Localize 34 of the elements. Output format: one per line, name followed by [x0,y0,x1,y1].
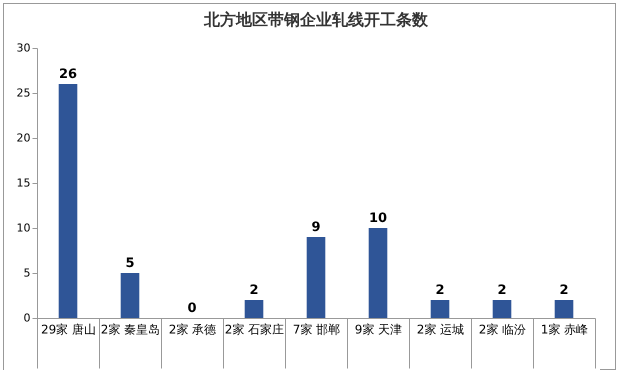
bar [120,273,140,318]
x-tick-label: 2家 秦皇岛 [100,322,160,336]
data-label: 0 [187,301,197,316]
y-tick-label: 5 [24,266,30,280]
x-tick-label: 2家 承德 [168,322,216,336]
data-label: 5 [125,256,135,271]
y-tick-label: 10 [16,222,30,234]
y-tick-label: 15 [16,176,30,190]
x-tick-label: 2家 临汾 [478,322,526,336]
bar [492,300,512,318]
x-tick-label: 2家 石家庄 [224,322,284,336]
data-label: 10 [368,211,388,226]
bar [430,300,450,318]
x-tick-label: 1家 赤峰 [540,322,588,336]
bar [368,228,388,318]
y-tick-label: 0 [24,312,30,324]
chart-title: 北方地区带钢企业轧线开工条数 [203,10,429,29]
data-label: 2 [497,283,507,298]
bar [554,300,574,318]
data-label: 9 [311,220,321,235]
bar [58,84,78,318]
y-tick-label: 25 [16,86,30,100]
x-tick-label: 2家 运城 [416,322,464,336]
y-tick-label: 20 [16,132,30,144]
data-label: 26 [58,67,78,82]
bar [244,300,264,318]
data-label: 2 [435,283,445,298]
x-tick-label: 7家 邯郸 [292,322,340,336]
bar [306,237,326,318]
y-tick-label: 30 [16,42,30,54]
x-tick-label: 9家 天津 [354,322,402,336]
x-tick-label: 29家 唐山 [40,322,96,336]
data-label: 2 [249,283,259,298]
data-label: 2 [559,283,569,298]
